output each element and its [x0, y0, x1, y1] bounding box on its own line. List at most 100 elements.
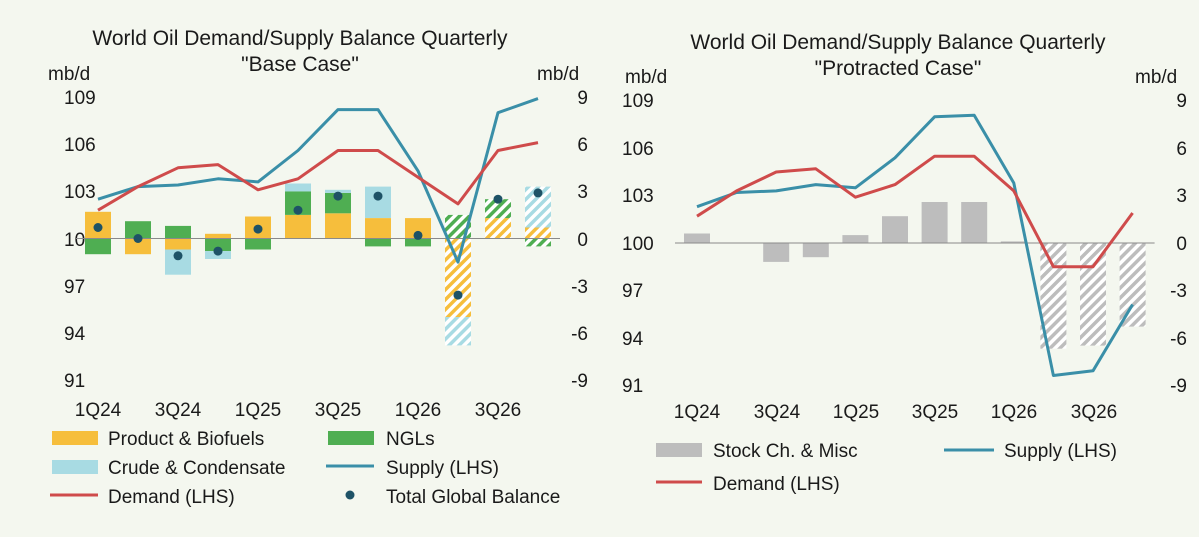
- legend-item-stock-change: Stock Ch. & Misc: [656, 441, 858, 462]
- plot-area: [76, 97, 560, 346]
- legend: Stock Ch. & Misc Supply (LHS) Demand (LH…: [656, 441, 1117, 495]
- legend-item-ngls: NGLs: [328, 429, 435, 450]
- bar-segment: [802, 243, 829, 258]
- balance-point: [333, 191, 343, 201]
- x-tick-label: 3Q24: [754, 402, 801, 423]
- left-axis-ticks: 109 106 103 100 97 94 91: [64, 88, 96, 392]
- bar-segment: [285, 183, 311, 192]
- left-axis-ticks: 109 106 103 100 97 94 91: [622, 91, 654, 397]
- legend-item-supply: Supply (LHS): [944, 441, 1117, 462]
- plot-area: [675, 113, 1155, 377]
- bar-segment: [365, 186, 391, 218]
- left-tick-label: 106: [622, 139, 654, 160]
- bar-segment: [525, 227, 551, 239]
- legend-swatch: [52, 431, 98, 445]
- bar-segment: [205, 238, 231, 252]
- legend-item-demand: Demand (LHS): [656, 474, 840, 495]
- left-axis-unit: mb/d: [625, 67, 667, 88]
- bar-segment: [882, 216, 908, 243]
- legend-label: Stock Ch. & Misc: [713, 441, 858, 462]
- bar-segment: [1119, 243, 1146, 327]
- bar-segment: [1080, 243, 1106, 346]
- right-tick-label: 3: [1176, 186, 1187, 207]
- bar-segment: [205, 233, 231, 239]
- x-tick-label: 3Q26: [1071, 402, 1117, 423]
- chart-title: World Oil Demand/Supply Balance Quarterl…: [690, 31, 1106, 54]
- balance-point: [93, 223, 103, 232]
- bar-segment: [165, 238, 191, 250]
- x-tick-label: 1Q26: [991, 402, 1037, 423]
- balance-point: [493, 194, 503, 204]
- bar-segment: [921, 202, 948, 243]
- left-axis-unit: mb/d: [48, 64, 90, 85]
- balance-point: [173, 251, 183, 261]
- left-tick-label: 97: [622, 281, 643, 302]
- bar-segment: [285, 191, 311, 215]
- right-tick-label: 6: [1176, 139, 1187, 160]
- x-axis-labels: 1Q24 3Q24 1Q25 3Q25 1Q26 3Q26: [674, 402, 1117, 423]
- left-tick-label: 103: [622, 186, 654, 207]
- right-tick-label: 3: [577, 182, 588, 203]
- balance-point: [533, 188, 543, 198]
- bar-segment: [485, 199, 511, 219]
- bar-segment: [445, 317, 471, 346]
- x-tick-label: 3Q26: [475, 400, 521, 421]
- legend-item-demand: Demand (LHS): [50, 487, 235, 508]
- balance-point: [413, 230, 423, 240]
- x-tick-label: 1Q24: [674, 402, 721, 423]
- x-tick-label: 3Q24: [155, 400, 202, 421]
- bar-segment: [485, 218, 511, 239]
- left-tick-label: 103: [64, 182, 96, 203]
- bar-segment: [125, 221, 151, 239]
- chart-base-case: World Oil Demand/Supply Balance Quarterl…: [48, 27, 588, 508]
- bar-segment: [285, 214, 311, 239]
- right-axis-unit: mb/d: [537, 64, 579, 85]
- x-tick-label: 1Q25: [235, 400, 281, 421]
- balance-point: [133, 234, 143, 243]
- left-tick-label: 109: [64, 88, 96, 109]
- legend-label: Demand (LHS): [108, 487, 235, 508]
- right-tick-label: 6: [577, 135, 588, 156]
- right-tick-label: 9: [577, 88, 588, 109]
- legend-item-crude-condensate: Crude & Condensate: [52, 458, 285, 479]
- left-tick-label: 100: [622, 234, 654, 255]
- x-tick-label: 3Q25: [912, 402, 958, 423]
- left-tick-label: 109: [622, 91, 654, 112]
- right-tick-label: 0: [1176, 234, 1187, 255]
- legend-item-total-global-balance: Total Global Balance: [345, 487, 560, 508]
- chart-title: World Oil Demand/Supply Balance Quarterl…: [92, 27, 508, 50]
- left-tick-label: 91: [64, 371, 85, 392]
- bar-segment: [325, 213, 351, 239]
- legend: Product & Biofuels NGLs Crude & Condensa…: [50, 429, 560, 508]
- right-tick-label: -3: [571, 277, 588, 298]
- bar-segment: [245, 238, 271, 250]
- right-tick-label: -9: [1170, 376, 1187, 397]
- legend-label: Total Global Balance: [386, 487, 560, 508]
- chart-protracted-case: World Oil Demand/Supply Balance Quarterl…: [622, 31, 1187, 495]
- legend-label: Supply (LHS): [386, 458, 499, 479]
- supply-line: [97, 97, 539, 264]
- legend-label: Product & Biofuels: [108, 429, 264, 450]
- supply-line: [696, 113, 1134, 377]
- bar-segment: [445, 238, 471, 318]
- x-tick-label: 1Q25: [833, 402, 879, 423]
- right-tick-label: 9: [1176, 91, 1187, 112]
- legend-label: Demand (LHS): [713, 474, 840, 495]
- left-tick-label: 91: [622, 376, 643, 397]
- bar-segment: [365, 238, 391, 247]
- right-axis-ticks: 9 6 3 0 -3 -6 -9: [571, 88, 588, 392]
- right-tick-label: -9: [571, 371, 588, 392]
- bar-segment: [684, 233, 710, 243]
- right-tick-label: -6: [1170, 329, 1187, 350]
- left-tick-label: 97: [64, 277, 85, 298]
- bar-segment: [961, 202, 988, 243]
- bar-segment: [85, 238, 111, 255]
- left-tick-label: 106: [64, 135, 96, 156]
- bar-segment: [125, 238, 151, 255]
- legend-label: Supply (LHS): [1004, 441, 1117, 462]
- left-tick-label: 94: [64, 324, 86, 345]
- legend-item-supply: Supply (LHS): [326, 458, 499, 479]
- bar-segment: [365, 218, 391, 239]
- legend-swatch: [52, 460, 98, 474]
